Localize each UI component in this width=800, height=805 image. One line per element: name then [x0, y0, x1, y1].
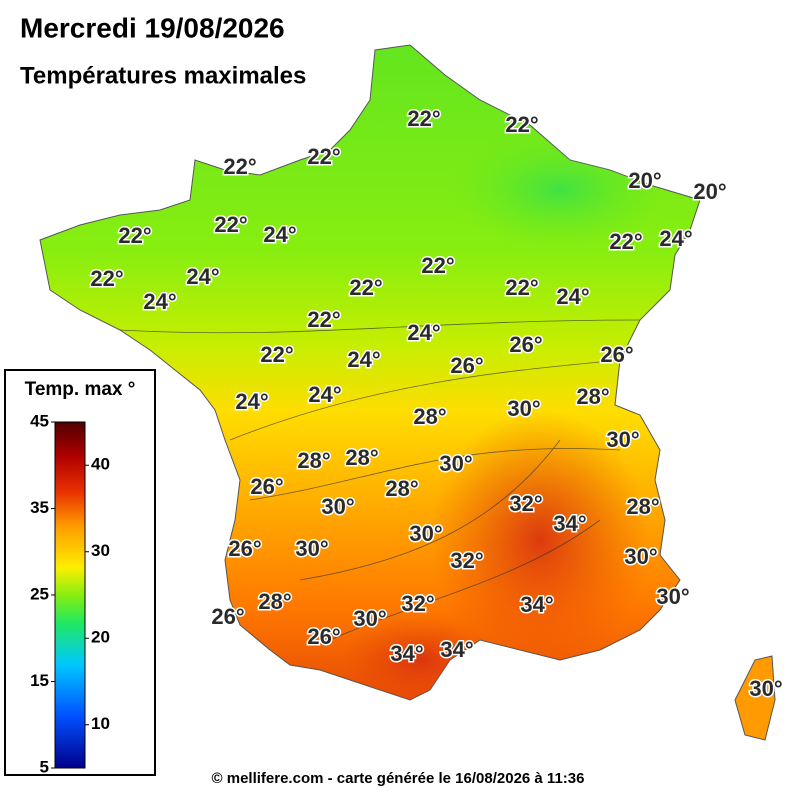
isotherm-label: 22° [407, 106, 440, 131]
isotherm-label: 24° [407, 320, 440, 345]
isotherm-label: 20° [628, 168, 661, 193]
tick-label: 5 [40, 757, 49, 776]
isotherm-label: 22° [223, 154, 256, 179]
isotherm-label: 24° [263, 222, 296, 247]
isotherm-label: 24° [556, 284, 589, 309]
isotherm-label: 34° [440, 637, 473, 662]
tick-label: 15 [30, 671, 49, 690]
isotherm-label: 30° [409, 521, 442, 546]
isotherm-label: 20° [693, 179, 726, 204]
isotherm-label: 26° [211, 604, 244, 629]
subtitle: Températures maximales [20, 62, 306, 89]
isotherm-label: 30° [507, 396, 540, 421]
title: Mercredi 19/08/2026 [20, 12, 285, 43]
colorbar [54, 421, 86, 769]
tick-label: 10 [91, 714, 110, 733]
isotherm-label: 22° [214, 212, 247, 237]
isotherm-label: 28° [258, 589, 291, 614]
isotherm-label: 28° [413, 404, 446, 429]
legend: Temp. max ° 5 15 25 35 45 10 20 30 40 [4, 369, 156, 776]
isotherm-label: 34° [553, 511, 586, 536]
legend-title: Temp. max ° [25, 379, 136, 400]
isotherm-label: 28° [576, 384, 609, 409]
isotherm-label: 30° [656, 584, 689, 609]
isotherm-label: 28° [345, 445, 378, 470]
isotherm-label: 34° [520, 592, 553, 617]
isotherm-label: 22° [349, 275, 382, 300]
isotherm-label: 22° [90, 266, 123, 291]
isotherm-labels: 22° 22°22° 22°20° 20°22° 22° 24° 22° 24°22° 24°2… [89, 104, 784, 702]
isotherm-label: 22° [505, 112, 538, 137]
isotherm-label: 26° [307, 624, 340, 649]
isotherm-label: 30° [624, 544, 657, 569]
isotherm-label: 22° [505, 275, 538, 300]
isotherm-label: 30° [353, 606, 386, 631]
tick-label: 25 [30, 584, 49, 603]
tick-label: 35 [30, 498, 49, 517]
isotherm-label: 26° [509, 332, 542, 357]
tick-label: 30 [91, 541, 110, 560]
isotherm-label: 24° [659, 226, 692, 251]
tick-label: 40 [91, 455, 110, 474]
isotherm-label: 26° [600, 342, 633, 367]
isotherm-label: 24° [186, 264, 219, 289]
isotherm-label: 24° [235, 389, 268, 414]
isotherm-label: 26° [250, 474, 283, 499]
isotherm-label: 30° [749, 676, 782, 701]
isotherm-label: 24° [308, 382, 341, 407]
isotherm-label: 22° [421, 253, 454, 278]
isotherm-label: 28° [626, 494, 659, 519]
isotherm-label: 28° [297, 448, 330, 473]
isotherm-label: 22° [307, 307, 340, 332]
tick-label: 45 [30, 411, 49, 430]
isotherm-label: 28° [385, 476, 418, 501]
isotherm-label: 26° [450, 353, 483, 378]
isotherm-label: 32° [450, 548, 483, 573]
isotherm-label: 30° [439, 451, 472, 476]
tick-label: 20 [91, 628, 110, 647]
isotherm-label: 24° [143, 289, 176, 314]
isotherm-label: 22° [307, 144, 340, 169]
isotherm-label: 30° [321, 494, 354, 519]
isotherm-label: 34° [390, 641, 423, 666]
isotherm-label: 22° [609, 229, 642, 254]
isotherm-label: 22° [118, 223, 151, 248]
isotherm-label: 32° [509, 491, 542, 516]
isotherm-label: 32° [401, 591, 434, 616]
isotherm-label: 26° [228, 536, 261, 561]
isotherm-label: 30° [295, 536, 328, 561]
footer: © mellifere.com - carte générée le 16/08… [212, 770, 585, 787]
isotherm-label: 30° [606, 427, 639, 452]
isotherm-label: 24° [347, 347, 380, 372]
isotherm-label: 22° [260, 342, 293, 367]
